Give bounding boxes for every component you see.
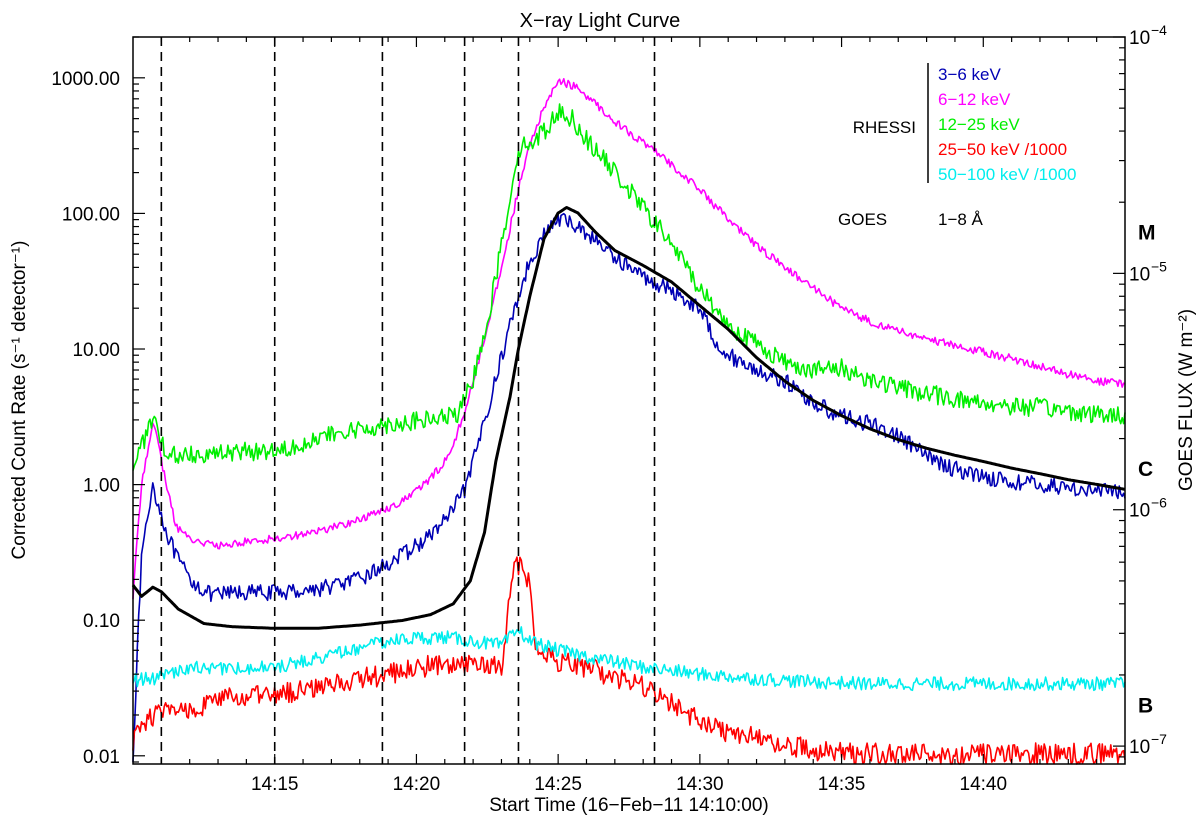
x-tick-label: 14:20: [393, 774, 441, 795]
x-tick-label: 14:30: [676, 774, 724, 795]
x-axis-label: Start Time (16−Feb−11 14:10:00): [489, 795, 769, 816]
x-tick-label: 14:15: [251, 774, 299, 795]
legend-entries: 3−6 keV 6−12 keV 12−25 keV 25−50 keV /1000 5…: [938, 65, 1076, 184]
y-left-tick-label: 0.01: [83, 747, 120, 768]
y-right-tick-label: 10: [1129, 501, 1150, 522]
y-left-tick-label: 10.00: [72, 340, 120, 361]
y-right-tick-exponent: −5: [1151, 258, 1167, 274]
y-right-tick-label: 10: [1129, 264, 1150, 285]
series-line-0: [132, 212, 1126, 763]
axis-ticks: 14:15 14:20 14:25 14:30 14:35 14:40 0.01 0.10 1.…: [51, 22, 1167, 795]
y-left-tick-label: 0.10: [83, 611, 120, 632]
legend-entry: 6−12 keV: [938, 90, 1011, 109]
x-tick-label: 14:25: [534, 774, 582, 795]
plot-frame: [132, 36, 1126, 765]
x-tick-label: 14:40: [960, 774, 1008, 795]
legend-entry: 3−6 keV: [938, 65, 1002, 84]
y-axis-label-right: GOES FLUX (W m⁻²): [1176, 309, 1197, 491]
legend-entry: 12−25 keV: [938, 115, 1020, 134]
series-line-1: [132, 78, 1126, 600]
goes-class-M: M: [1138, 222, 1156, 245]
series-line-2: [132, 103, 1126, 471]
y-right-tick-exponent: −6: [1151, 495, 1167, 511]
y-axis-label-left: Corrected Count Rate (s⁻¹ detector⁻¹): [9, 241, 30, 560]
y-left-tick-label: 1.00: [83, 476, 120, 497]
legend-rhessi-label: RHESSI: [853, 118, 916, 137]
legend: RHESSI 3−6 keV 6−12 keV 12−25 keV 25−50 keV…: [838, 63, 1076, 229]
series-line-4: [132, 626, 1126, 692]
y-right-tick-exponent: −4: [1151, 22, 1167, 38]
event-markers: [160, 37, 656, 764]
legend-goes-band: 1−8 Å: [938, 210, 984, 229]
goes-class-B: B: [1138, 694, 1153, 717]
y-right-tick-label: 10: [1129, 28, 1150, 49]
y-right-tick-exponent: −7: [1151, 731, 1167, 747]
y-right-tick-label: 10: [1129, 737, 1150, 758]
legend-entry: 50−100 keV /1000: [938, 165, 1076, 184]
chart-title: X−ray Light Curve: [520, 10, 681, 32]
legend-entry: 25−50 keV /1000: [938, 140, 1067, 159]
legend-goes-label: GOES: [838, 210, 887, 229]
goes-class-C: C: [1138, 458, 1153, 481]
series-line-5: [131, 206, 1126, 630]
x-tick-label: 14:35: [818, 774, 866, 795]
series-layer: [131, 78, 1126, 765]
y-left-tick-label: 100.00: [62, 204, 120, 225]
y-left-tick-label: 1000.00: [51, 69, 120, 90]
